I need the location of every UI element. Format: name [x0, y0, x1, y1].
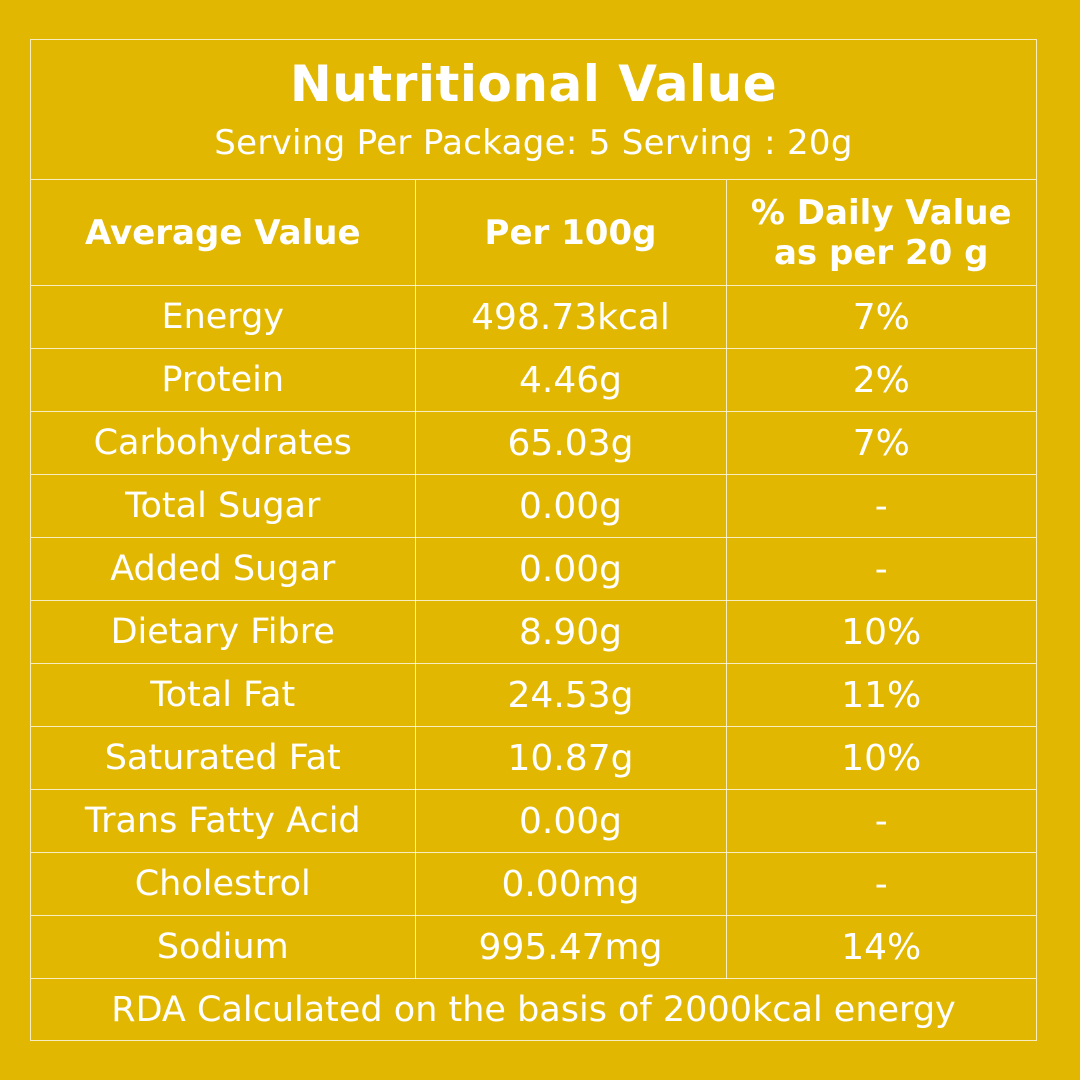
nutrient-name-cell: Trans Fatty Acid: [31, 789, 416, 853]
column-header-daily-value: % Daily Value as per 20 g: [726, 180, 1036, 286]
daily-value-cell: 7%: [726, 285, 1036, 349]
nutrient-name-cell: Protein: [31, 348, 416, 412]
daily-value-cell: 10%: [726, 600, 1036, 664]
table-row: Dietary Fibre 8.90g 10%: [31, 600, 1036, 664]
per-100g-cell: 995.47mg: [415, 915, 727, 979]
table-row: Protein 4.46g 2%: [31, 348, 1036, 412]
nutrient-name-cell: Saturated Fat: [31, 726, 416, 790]
table-body: Energy 498.73kcal 7% Protein 4.46g 2% Carbohyd…: [31, 285, 1036, 979]
per-100g-cell: 10.87g: [415, 726, 727, 790]
table-row: Energy 498.73kcal 7%: [31, 285, 1036, 349]
daily-value-cell: 7%: [726, 411, 1036, 475]
per-100g-cell: 8.90g: [415, 600, 727, 664]
table-row: Trans Fatty Acid 0.00g -: [31, 789, 1036, 853]
nutrient-name-cell: Energy: [31, 285, 416, 349]
per-100g-cell: 0.00g: [415, 474, 727, 538]
daily-value-cell: 14%: [726, 915, 1036, 979]
nutrient-name-cell: Dietary Fibre: [31, 600, 416, 664]
nutrient-name-cell: Cholestrol: [31, 852, 416, 916]
table-row: Total Sugar 0.00g -: [31, 474, 1036, 538]
nutrition-panel: Nutritional Value Serving Per Package: 5…: [30, 39, 1037, 1041]
footer-note: RDA Calculated on the basis of 2000kcal …: [111, 990, 956, 1030]
table-row: Cholestrol 0.00mg -: [31, 852, 1036, 916]
table-row: Added Sugar 0.00g -: [31, 537, 1036, 601]
nutrient-name-cell: Carbohydrates: [31, 411, 416, 475]
nutrient-name-cell: Total Sugar: [31, 474, 416, 538]
panel-header: Nutritional Value Serving Per Package: 5…: [31, 40, 1036, 180]
table-row: Total Fat 24.53g 11%: [31, 663, 1036, 727]
panel-title: Nutritional Value: [289, 55, 778, 113]
per-100g-cell: 4.46g: [415, 348, 727, 412]
nutrition-table: Average Value Per 100g % Daily Value as …: [31, 180, 1036, 979]
per-100g-cell: 498.73kcal: [415, 285, 727, 349]
column-header-per-100g: Per 100g: [415, 180, 727, 286]
daily-value-cell: -: [726, 852, 1036, 916]
table-row: Sodium 995.47mg 14%: [31, 915, 1036, 979]
nutrient-name-cell: Sodium: [31, 915, 416, 979]
daily-value-cell: 10%: [726, 726, 1036, 790]
per-100g-cell: 0.00g: [415, 789, 727, 853]
daily-value-cell: -: [726, 789, 1036, 853]
per-100g-cell: 0.00mg: [415, 852, 727, 916]
daily-value-cell: 2%: [726, 348, 1036, 412]
per-100g-cell: 65.03g: [415, 411, 727, 475]
serving-info: Serving Per Package: 5 Serving : 20g: [214, 123, 853, 163]
daily-value-cell: -: [726, 474, 1036, 538]
nutrient-name-cell: Added Sugar: [31, 537, 416, 601]
daily-value-cell: -: [726, 537, 1036, 601]
table-header-row: Average Value Per 100g % Daily Value as …: [31, 180, 1036, 286]
table-row: Saturated Fat 10.87g 10%: [31, 726, 1036, 790]
per-100g-cell: 0.00g: [415, 537, 727, 601]
column-header-average-value: Average Value: [31, 180, 416, 286]
table-row: Carbohydrates 65.03g 7%: [31, 411, 1036, 475]
daily-value-cell: 11%: [726, 663, 1036, 727]
nutrient-name-cell: Total Fat: [31, 663, 416, 727]
per-100g-cell: 24.53g: [415, 663, 727, 727]
